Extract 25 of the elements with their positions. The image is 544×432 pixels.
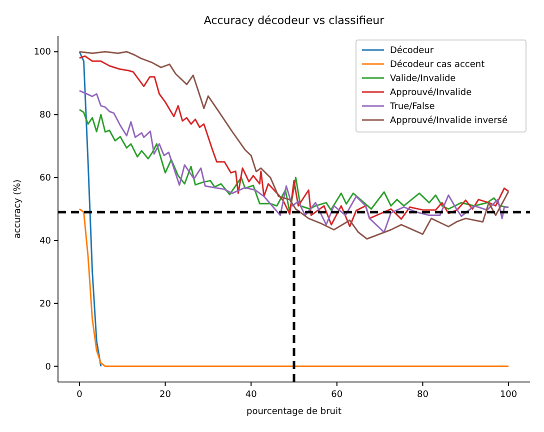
legend-label: Décodeur cas accent <box>390 59 486 70</box>
legend-label: Décodeur <box>390 45 434 56</box>
x-tick-label: 40 <box>245 390 258 400</box>
chart-title: Accuracy décodeur vs classifieur <box>204 14 385 27</box>
x-tick-label: 100 <box>500 390 518 400</box>
line-series <box>78 90 510 234</box>
x-tick-label: 60 <box>331 390 343 400</box>
y-tick-label: 0 <box>45 362 52 372</box>
legend-label: True/False <box>389 102 436 112</box>
x-tick-label: 0 <box>76 390 83 400</box>
line-series <box>78 208 510 368</box>
legend-label: Approuvé/Invalide inversé <box>390 115 508 126</box>
x-axis-title: pourcentage de bruit <box>246 407 342 417</box>
y-tick-label: 40 <box>40 236 52 246</box>
y-tick-label: 20 <box>40 299 52 310</box>
legend-label: Approuvé/Invalide <box>390 87 472 98</box>
x-tick-label: 20 <box>160 390 172 400</box>
y-tick-label: 100 <box>34 48 52 58</box>
line-series <box>78 108 510 213</box>
y-tick-label: 80 <box>40 110 52 121</box>
x-tick-label: 80 <box>417 390 429 400</box>
line-series <box>78 50 102 368</box>
legend-label: Valide/Invalide <box>390 74 456 84</box>
y-axis-title: accuracy (%) <box>13 179 23 239</box>
y-tick-label: 60 <box>40 174 52 184</box>
